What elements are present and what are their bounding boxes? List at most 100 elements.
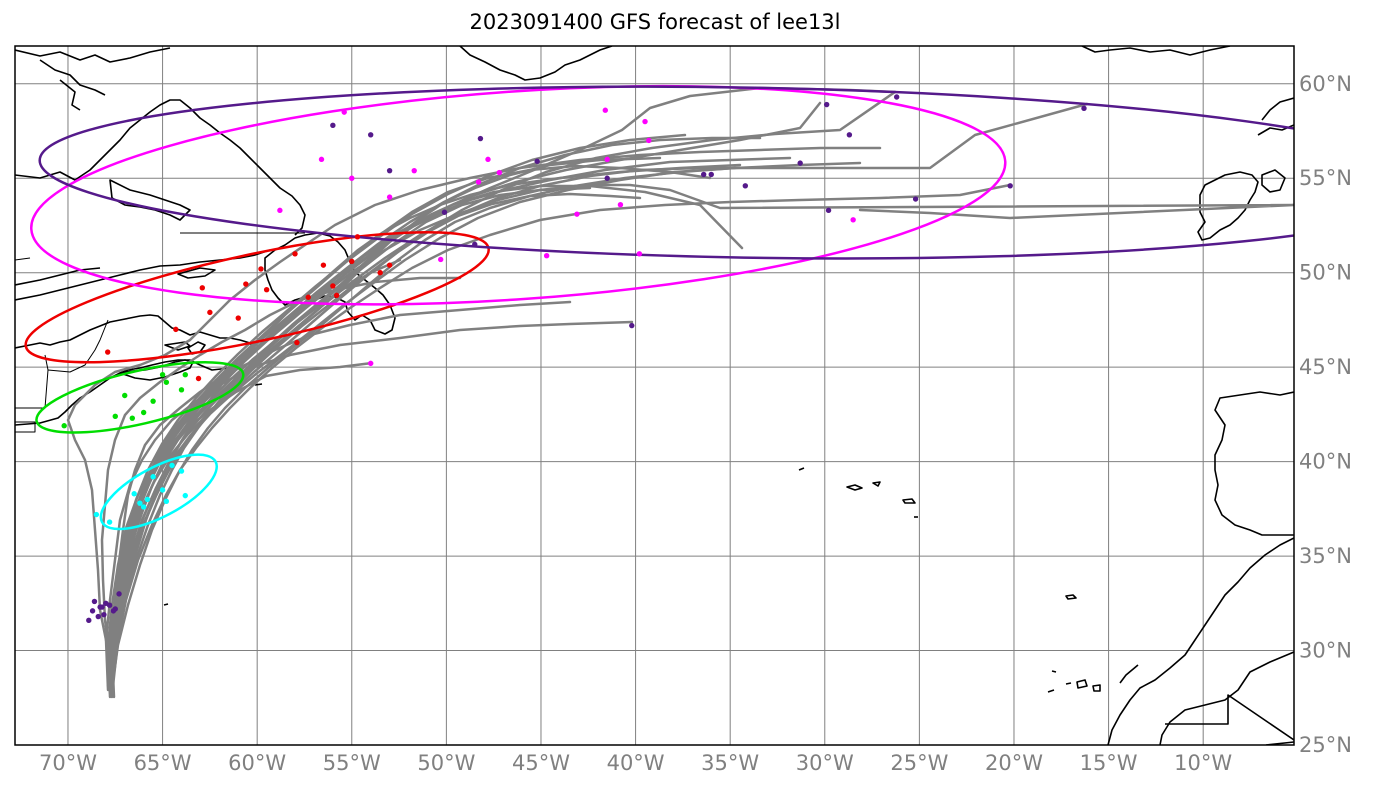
- map-title: 2023091400 GFS forecast of lee13l: [469, 10, 841, 34]
- forecast-position-dot: [91, 598, 98, 605]
- forecast-position-dot: [846, 132, 853, 138]
- forecast-position-dot: [534, 158, 540, 164]
- forecast-position-dot: [163, 379, 170, 385]
- forecast-position-dot: [330, 283, 336, 289]
- forecast-position-dot: [93, 511, 100, 518]
- lon-tick-label: 35°W: [701, 751, 759, 775]
- forecast-position-dot: [341, 109, 347, 115]
- forecast-position-dot: [602, 107, 609, 113]
- forecast-position-dot: [159, 372, 166, 378]
- forecast-position-dot: [131, 491, 137, 497]
- forecast-position-dot: [330, 122, 336, 129]
- forecast-position-dot: [629, 322, 635, 329]
- lon-tick-label: 60°W: [228, 751, 286, 775]
- map-frame: [14, 45, 1295, 746]
- forecast-position-dot: [169, 462, 175, 469]
- forecast-position-dot: [646, 137, 652, 144]
- forecast-position-dot: [823, 101, 830, 108]
- forecast-position-dot: [386, 167, 393, 174]
- forecast-position-dot: [277, 207, 283, 214]
- uncertainty-ellipse: [99, 453, 218, 531]
- forecast-position-dot: [140, 504, 147, 510]
- forecast-position-dot: [110, 608, 117, 614]
- forecast-position-dot: [604, 156, 610, 163]
- forecast-position-dot: [377, 270, 383, 276]
- forecast-position-dot: [1007, 183, 1013, 189]
- lat-tick-label: 50°N: [1299, 261, 1352, 285]
- forecast-position-dot: [294, 339, 300, 346]
- forecast-position-dot: [61, 423, 67, 429]
- forecast-position-dot: [893, 94, 900, 100]
- lon-tick-label: 55°W: [323, 751, 381, 775]
- forecast-position-dot: [485, 156, 491, 163]
- forecast-position-dot: [543, 253, 550, 259]
- uncertainty-ellipse: [38, 85, 1294, 260]
- forecast-position-dot: [708, 171, 714, 178]
- forecast-position-dot: [122, 392, 128, 399]
- forecast-position-dot: [159, 487, 166, 493]
- forecast-positions: [61, 94, 1087, 624]
- forecast-position-dot: [825, 207, 832, 214]
- lon-tick-label: 25°W: [890, 751, 948, 775]
- forecast-position-dot: [354, 234, 361, 240]
- lon-tick-label: 50°W: [417, 751, 475, 775]
- forecast-position-dot: [150, 474, 156, 480]
- forecast-position-dot: [1081, 105, 1087, 112]
- lat-tick-label: 45°N: [1299, 355, 1352, 379]
- forecast-position-dot: [574, 211, 580, 217]
- lat-tick-label: 60°N: [1299, 72, 1352, 96]
- forecast-position-dot: [243, 281, 249, 287]
- gridlines: [15, 46, 1294, 746]
- forecast-position-dot: [116, 591, 122, 597]
- forecast-position-dot: [235, 315, 241, 321]
- forecast-position-dot: [438, 256, 444, 263]
- forecast-position-dot: [320, 262, 327, 268]
- forecast-position-dot: [258, 266, 264, 272]
- forecast-position-dot: [441, 209, 448, 215]
- forecast-position-dot: [173, 326, 179, 333]
- forecast-position-dot: [182, 372, 188, 378]
- lon-tick-label: 70°W: [39, 751, 97, 775]
- forecast-position-dot: [912, 196, 919, 202]
- forecast-position-dot: [195, 375, 202, 382]
- forecast-position-dot: [642, 118, 648, 125]
- forecast-position-dot: [144, 496, 151, 503]
- forecast-position-dot: [112, 413, 118, 419]
- forecast-position-dot: [318, 156, 325, 163]
- forecast-position-dot: [95, 613, 101, 620]
- forecast-position-dot: [604, 175, 610, 181]
- lon-tick-label: 30°W: [796, 751, 854, 775]
- forecast-tracks: [66, 86, 1294, 699]
- forecast-position-dot: [129, 415, 136, 421]
- forecast-position-dot: [349, 175, 355, 181]
- forecast-position-dot: [207, 309, 213, 316]
- forecast-position-dot: [140, 409, 147, 416]
- forecast-position-dot: [305, 294, 311, 300]
- forecast-position-dot: [263, 287, 270, 293]
- lon-tick-label: 10°W: [1174, 751, 1232, 775]
- lon-tick-label: 40°W: [607, 751, 665, 775]
- forecast-position-dot: [106, 519, 113, 525]
- forecast-position-dot: [475, 179, 482, 185]
- forecast-position-dot: [105, 349, 111, 355]
- forecast-position-dot: [411, 167, 417, 174]
- forecast-position-dot: [617, 201, 624, 208]
- forecast-position-dot: [477, 135, 484, 142]
- lon-tick-label: 20°W: [985, 751, 1043, 775]
- forecast-position-dot: [472, 241, 478, 248]
- forecast-position-dot: [101, 611, 107, 618]
- lat-tick-label: 35°N: [1299, 544, 1352, 568]
- forecast-position-dot: [700, 171, 707, 178]
- forecast-position-dot: [797, 160, 803, 166]
- forecast-position-dot: [367, 360, 374, 367]
- forecast-position-dot: [199, 285, 206, 291]
- forecast-position-dot: [386, 194, 393, 200]
- lon-tick-label: 15°W: [1080, 751, 1138, 775]
- forecast-position-dot: [137, 500, 143, 506]
- forecast-position-dot: [496, 169, 503, 176]
- forecast-position-dot: [333, 292, 340, 299]
- coastlines: [15, 46, 1294, 745]
- lat-tick-label: 55°N: [1299, 166, 1352, 190]
- uncertainty-ellipses: [24, 84, 1294, 531]
